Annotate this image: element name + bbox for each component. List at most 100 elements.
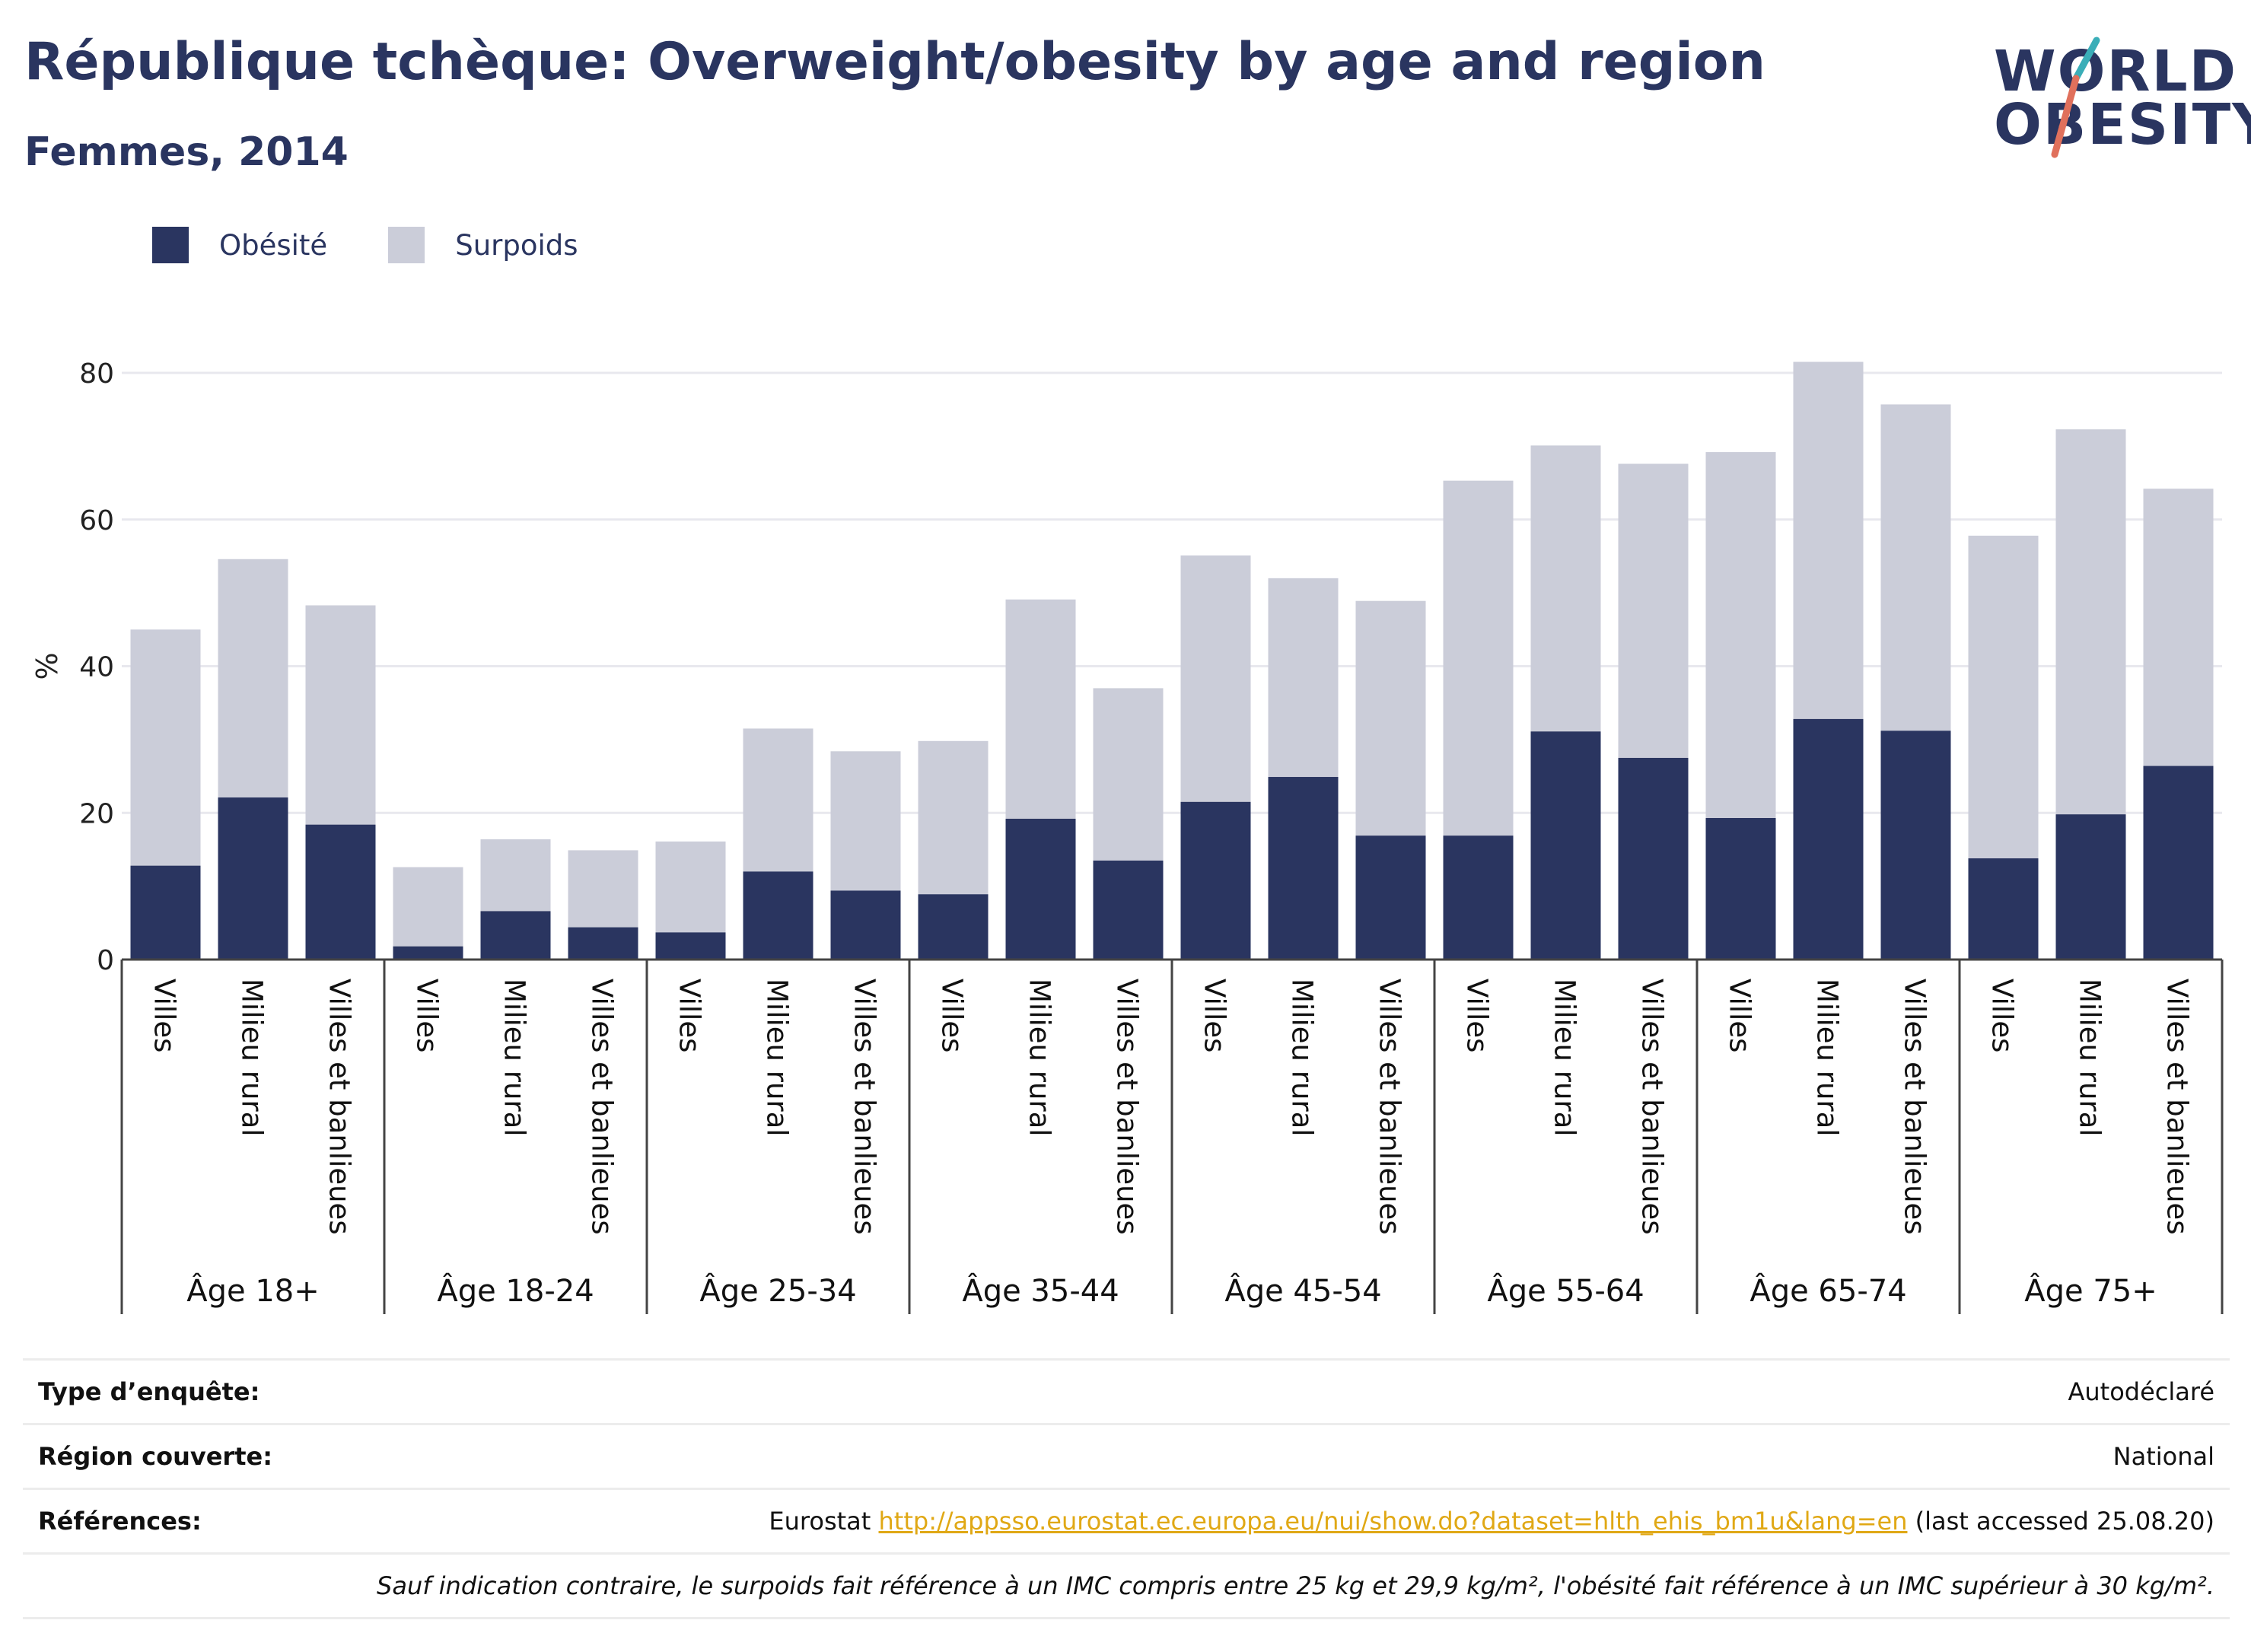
bar-obesity <box>568 927 638 960</box>
bar-overweight <box>655 841 726 933</box>
bar-obesity <box>1530 731 1601 960</box>
bar-overweight <box>1268 578 1339 778</box>
bar-obesity <box>1443 836 1514 960</box>
logo-slash-icon <box>2051 37 2100 158</box>
x-subcategory-label: Villes <box>936 979 969 1052</box>
x-group-label: Âge 65-74 <box>1750 1272 1906 1309</box>
footer-row-note: Sauf indication contraire, le surpoids f… <box>23 1552 2230 1619</box>
y-tick-label: 60 <box>79 505 114 536</box>
logo-line1: WORLD <box>1994 39 2238 104</box>
bar-obesity <box>1093 860 1164 960</box>
bar-overweight <box>1093 688 1164 861</box>
bar-overweight <box>1618 463 1689 758</box>
references-label: Références: <box>38 1507 202 1536</box>
bar-obesity <box>1618 757 1689 960</box>
bar-obesity <box>305 824 376 960</box>
x-subcategory-label: Villes <box>1986 979 2019 1052</box>
x-subcategory-label: Milieu rural <box>498 979 531 1137</box>
bar-overweight <box>1968 535 2039 859</box>
references-prefix: Eurostat <box>769 1507 879 1536</box>
chart-subtitle: Femmes, 2014 <box>24 129 349 175</box>
bar-obesity <box>1355 836 1426 960</box>
legend-item-obesity: Obésité <box>152 227 327 263</box>
x-group-label: Âge 25-34 <box>699 1272 856 1309</box>
bar-overweight <box>2143 489 2214 766</box>
references-link[interactable]: http://appsso.eurostat.ec.europa.eu/nui/… <box>878 1507 1908 1536</box>
bar-obesity <box>1005 818 1076 960</box>
bar-overweight <box>305 605 376 825</box>
chart-footer: Type d’enquête: Autodéclaré Région couve… <box>23 1358 2230 1619</box>
x-subcategory-label: Villes et banlieues <box>2161 979 2194 1235</box>
x-group-label: Âge 45-54 <box>1224 1272 1381 1309</box>
world-obesity-logo: WORLD OBESITY <box>1979 34 2251 164</box>
bar-obesity <box>1268 777 1339 960</box>
bar-obesity <box>1880 731 1951 960</box>
bar-obesity <box>1968 858 2039 960</box>
bar-overweight <box>1355 600 1426 836</box>
x-subcategory-label: Villes et banlieues <box>1899 979 1931 1235</box>
bar-obesity <box>743 871 813 960</box>
references-suffix: (last accessed 25.08.20) <box>1907 1507 2214 1536</box>
bar-overweight <box>480 839 551 912</box>
bar-overweight <box>1880 404 1951 731</box>
bar-obesity <box>218 797 288 960</box>
x-group-label: Âge 18-24 <box>437 1272 594 1309</box>
bar-overweight <box>1705 452 1776 818</box>
bar-obesity <box>655 932 726 960</box>
x-subcategory-label: Villes et banlieues <box>323 979 356 1235</box>
x-subcategory-label: Villes <box>673 979 706 1052</box>
bar-overweight <box>1443 480 1514 836</box>
x-subcategory-label: Villes <box>411 979 444 1052</box>
bar-overweight <box>1530 445 1601 732</box>
x-subcategory-label: Milieu rural <box>1549 979 1581 1137</box>
x-group-label: Âge 75+ <box>2024 1272 2157 1309</box>
x-subcategory-label: Milieu rural <box>761 979 794 1137</box>
bar-overweight <box>1180 555 1251 802</box>
bar-obesity <box>1180 801 1251 960</box>
survey-type-value: Autodéclaré <box>2068 1377 2214 1406</box>
bar-overweight <box>2055 429 2126 815</box>
x-subcategory-label: Milieu rural <box>2074 979 2106 1137</box>
x-subcategory-label: Villes <box>1724 979 1756 1052</box>
chart-title: République tchèque: Overweight/obesity b… <box>24 32 1765 92</box>
bar-obesity <box>2143 766 2214 960</box>
x-subcategory-label: Villes <box>148 979 181 1052</box>
bar-obesity <box>1793 718 1864 960</box>
region-label: Région couverte: <box>38 1442 272 1471</box>
y-tick-label: 20 <box>79 798 114 829</box>
x-subcategory-label: Milieu rural <box>1286 979 1319 1137</box>
y-axis-label: % <box>30 652 64 680</box>
x-subcategory-label: Milieu rural <box>1811 979 1844 1137</box>
x-subcategory-label: Villes <box>1199 979 1231 1052</box>
legend-label-obesity: Obésité <box>219 228 328 262</box>
legend-swatch-overweight <box>388 227 425 263</box>
y-tick-label: 80 <box>79 358 114 390</box>
x-subcategory-label: Milieu rural <box>236 979 269 1137</box>
x-subcategory-label: Milieu rural <box>1024 979 1056 1137</box>
legend-label-overweight: Surpoids <box>455 228 578 262</box>
y-tick-label: 40 <box>79 652 114 683</box>
logo-line2: OBESITY <box>1994 92 2251 158</box>
x-subcategory-label: Villes et banlieues <box>1636 979 1669 1235</box>
bar-overweight <box>218 559 288 798</box>
footer-row-survey-type: Type d’enquête: Autodéclaré <box>23 1358 2230 1423</box>
references-value: Eurostat http://appsso.eurostat.ec.europ… <box>769 1507 2214 1536</box>
bar-overweight <box>130 629 201 866</box>
bar-obesity <box>918 894 989 960</box>
bar-obesity <box>480 911 551 960</box>
x-group-label: Âge 35-44 <box>962 1272 1119 1309</box>
bar-overweight <box>568 850 638 928</box>
bar-obesity <box>393 946 463 960</box>
y-tick-label: 0 <box>97 945 114 976</box>
x-subcategory-label: Villes <box>1461 979 1494 1052</box>
bar-obesity <box>830 890 901 960</box>
x-subcategory-label: Villes et banlieues <box>1374 979 1406 1235</box>
bar-obesity <box>2055 814 2126 960</box>
bar-obesity <box>130 865 201 960</box>
x-group-label: Âge 55-64 <box>1487 1272 1644 1309</box>
x-subcategory-label: Villes et banlieues <box>1111 979 1144 1235</box>
x-subcategory-label: Villes et banlieues <box>586 979 619 1235</box>
x-group-label: Âge 18+ <box>186 1272 320 1309</box>
footer-row-region: Région couverte: National <box>23 1423 2230 1488</box>
chart-legend: Obésité Surpoids <box>152 227 616 263</box>
